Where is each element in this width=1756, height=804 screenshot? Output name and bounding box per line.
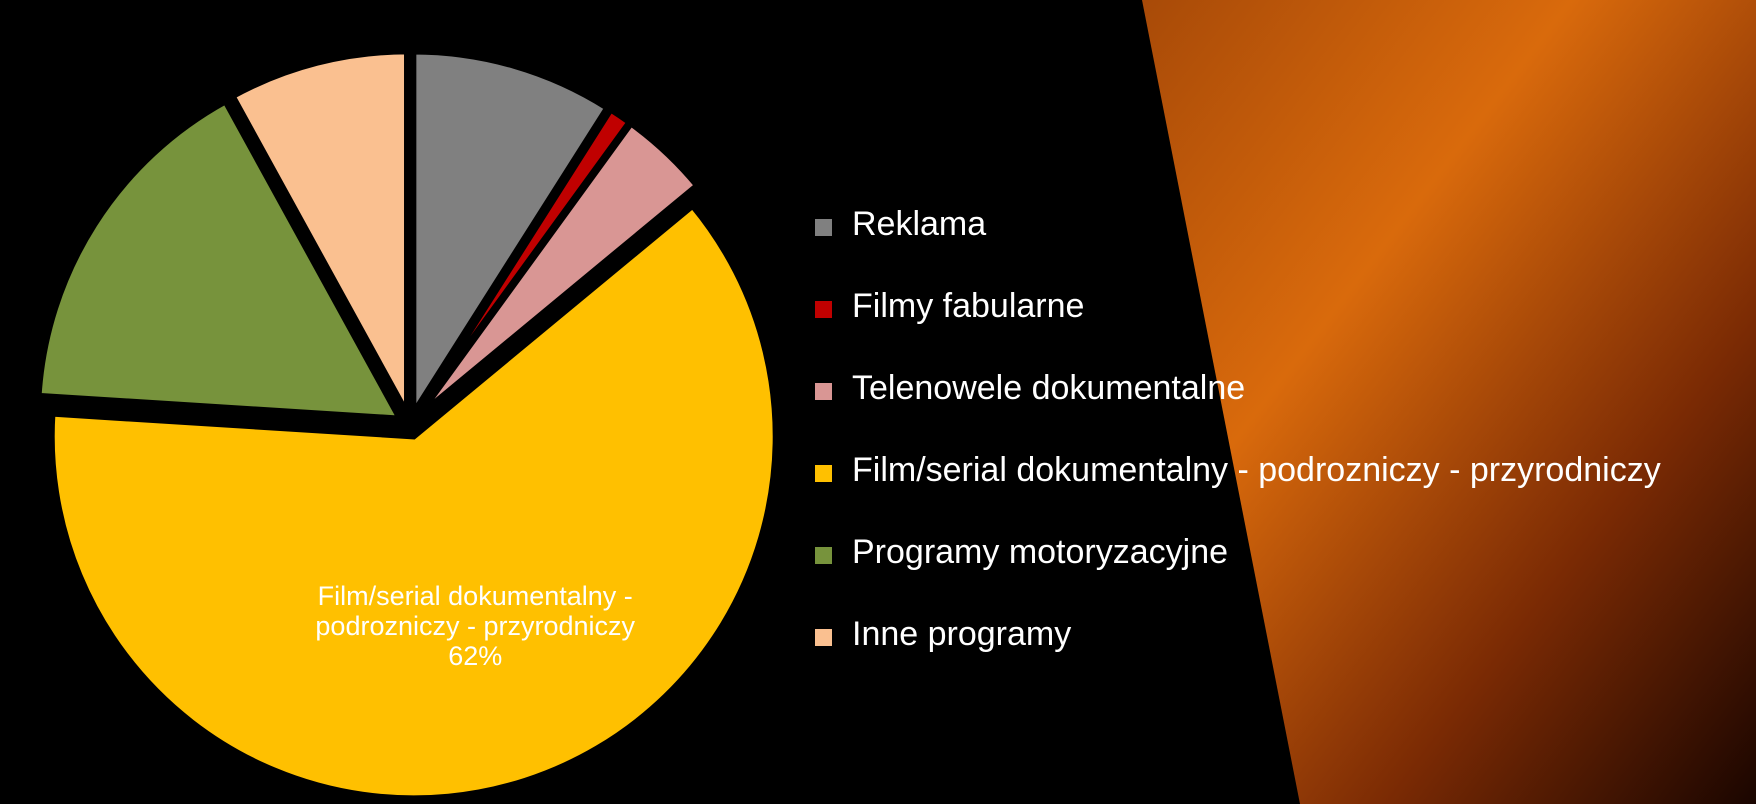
legend-label: Filmy fabularne	[852, 287, 1084, 325]
pie-slice	[48, 201, 779, 802]
legend-swatch	[815, 465, 832, 482]
legend-label: Inne programy	[852, 615, 1071, 653]
legend: Reklama Filmy fabularne Telenowele dokumen…	[815, 205, 1661, 653]
slice-label-category: Film/serial dokumentalny - podrozniczy -…	[315, 580, 636, 641]
pie-slice	[415, 119, 702, 419]
pie	[35, 48, 779, 802]
legend-label: Reklama	[852, 205, 986, 243]
slice-label: Film/serial dokumentalny - podrozniczy -…	[285, 581, 665, 671]
legend-label: Programy motoryzacyjne	[852, 533, 1228, 571]
pie-slice	[410, 48, 612, 424]
legend-swatch	[815, 301, 832, 318]
legend-swatch	[815, 383, 832, 400]
pie-slice	[35, 97, 406, 422]
slice-label-value: 62%	[448, 640, 503, 671]
legend-label: Telenowele dokumentalne	[852, 369, 1245, 407]
legend-label: Film/serial dokumentalny - podrozniczy -…	[852, 451, 1661, 489]
pie-slice	[228, 48, 411, 415]
legend-swatch	[815, 219, 832, 236]
legend-swatch	[815, 547, 832, 564]
background-glow	[1142, 0, 1756, 804]
legend-swatch	[815, 629, 832, 646]
